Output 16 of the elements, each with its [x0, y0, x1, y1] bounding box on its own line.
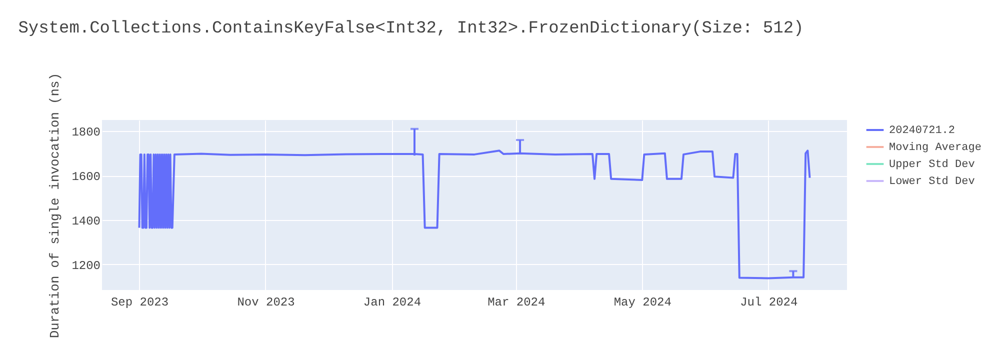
y-tick-label: 1400 [72, 214, 100, 228]
y-tick-label: 1600 [72, 170, 100, 184]
legend-label: Moving Average [889, 142, 982, 154]
x-tick-label: Jan 2024 [363, 296, 422, 310]
x-tick-label: Sep 2023 [110, 296, 169, 310]
y-tick-label: 1200 [72, 258, 100, 273]
x-tick-label: Nov 2023 [237, 296, 295, 310]
y-tick-label: 1800 [72, 126, 100, 140]
x-tick-label: May 2024 [614, 296, 672, 310]
legend-label: Lower Std Dev [889, 176, 976, 188]
y-axis-title: Duration of single invocation (ns) [48, 72, 63, 338]
legend-label: Upper Std Dev [889, 159, 976, 171]
legend-label: 20240721.2 [889, 125, 956, 137]
x-tick-label: Jul 2024 [740, 296, 798, 310]
chart-title: System.Collections.ContainsKeyFalse<Int32, Int32>.FrozenDictionary(Size: 512) [18, 19, 804, 38]
x-tick-label: Mar 2024 [488, 296, 546, 310]
